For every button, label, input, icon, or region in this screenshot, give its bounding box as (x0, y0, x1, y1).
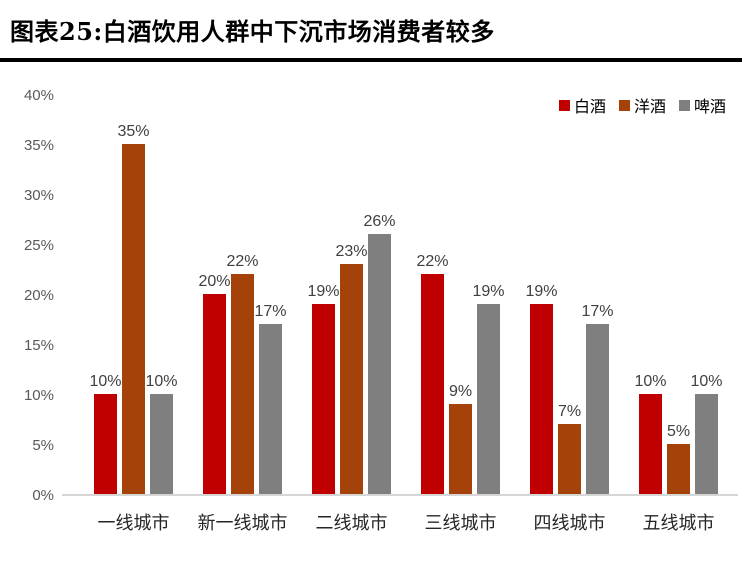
bar-value-label: 26% (363, 213, 396, 230)
bar-yangjiu-tier4: 7% (558, 403, 581, 494)
y-tick-label: 25% (23, 237, 54, 254)
y-tick-label: 15% (23, 337, 54, 354)
bar-yangjiu-new-tier1: 22% (226, 253, 259, 494)
bar-yangjiu-tier2: 23% (335, 243, 368, 494)
legend-label-baijiu: 白酒 (573, 97, 606, 116)
bar-value-label: 17% (254, 303, 287, 320)
bar-group-tier4: 19% 7% 17% (525, 283, 614, 494)
x-axis-label-tier5: 五线城市 (642, 513, 715, 534)
x-axis: 一线城市 新一线城市 二线城市 三线城市 四线城市 五线城市 (62, 509, 738, 535)
bar-baijiu-tier4: 19% (525, 283, 558, 494)
x-axis-label-tier4: 四线城市 (533, 513, 606, 534)
bar-pijiu-tier4: 17% (581, 303, 614, 494)
bar-value-label: 5% (666, 423, 691, 440)
x-axis-label-new-tier1: 新一线城市 (197, 513, 288, 534)
bar-value-label: 9% (448, 383, 473, 400)
bar-group-tier3: 22% 9% 19% (416, 253, 505, 494)
bar-group-tier5: 10% 5% 10% (634, 373, 723, 494)
bar-value-label: 10% (690, 373, 723, 390)
bar-baijiu-new-tier1: 20% (198, 273, 231, 494)
bar-value-label: 22% (416, 253, 449, 270)
bar-pijiu-new-tier1: 17% (254, 303, 287, 494)
bar-value-label: 19% (472, 283, 505, 300)
bar-value-label: 20% (198, 273, 231, 290)
y-tick-label: 30% (23, 187, 54, 204)
legend-swatch-yangjiu (618, 99, 630, 111)
figure-title: 图表25:白酒饮用人群中下沉市场消费者较多 (10, 17, 495, 46)
bar-baijiu-tier5: 10% (634, 373, 667, 494)
y-tick-label: 40% (23, 87, 54, 104)
bar-value-label: 35% (117, 123, 150, 140)
bar-value-label: 17% (581, 303, 614, 320)
y-tick-label: 5% (32, 437, 54, 454)
bar-yangjiu-tier5: 5% (667, 423, 690, 494)
y-tick-label: 0% (32, 487, 54, 504)
x-axis-label-tier3: 三线城市 (424, 513, 497, 534)
legend-swatch-baijiu (558, 99, 570, 111)
bar-value-label: 10% (89, 373, 122, 390)
legend-item-yangjiu: 洋酒 (618, 93, 666, 117)
title-divider (0, 58, 742, 62)
bar-baijiu-tier3: 22% (416, 253, 449, 494)
y-tick-label: 10% (23, 387, 54, 404)
bar-value-label: 7% (557, 403, 582, 420)
chart-legend: 白酒 洋酒 啤酒 (558, 93, 726, 117)
bar-value-label: 23% (335, 243, 368, 260)
bar-pijiu-tier1: 10% (145, 373, 178, 494)
x-axis-label-tier2: 二线城市 (315, 513, 388, 534)
bar-pijiu-tier3: 19% (472, 283, 505, 494)
legend-swatch-pijiu (678, 99, 690, 111)
bar-baijiu-tier2: 19% (307, 283, 340, 494)
bar-group-new-tier1: 20% 22% 17% (198, 253, 287, 494)
legend-item-baijiu: 白酒 (558, 93, 606, 117)
bar-baijiu-tier1: 10% (89, 373, 122, 494)
x-axis-label-tier1: 一线城市 (97, 513, 170, 534)
bar-group-tier2: 19% 23% 26% (307, 213, 396, 494)
bar-pijiu-tier2: 26% (363, 213, 396, 494)
bar-chart: 白酒 洋酒 啤酒 40% 35% 30% 25% 20% 15% 10% 5% 0% 10% 35% 1… (0, 80, 742, 550)
bar-yangjiu-tier1: 35% (117, 123, 150, 494)
bar-value-label: 19% (307, 283, 340, 300)
bar-pijiu-tier5: 10% (690, 373, 723, 494)
bar-yangjiu-tier3: 9% (449, 383, 472, 494)
y-tick-label: 20% (23, 287, 54, 304)
legend-item-pijiu: 啤酒 (678, 93, 726, 117)
plot-area: 10% 35% 10% 20% 22% 17% 19% 23% 26% 22% 9% 19% 19% 7%… (62, 96, 738, 496)
bar-value-label: 10% (145, 373, 178, 390)
bar-value-label: 22% (226, 253, 259, 270)
bar-group-tier1: 10% 35% 10% (89, 123, 178, 494)
bar-value-label: 19% (525, 283, 558, 300)
legend-label-pijiu: 啤酒 (693, 97, 726, 116)
bar-value-label: 10% (634, 373, 667, 390)
y-tick-label: 35% (23, 137, 54, 154)
legend-label-yangjiu: 洋酒 (633, 97, 666, 116)
